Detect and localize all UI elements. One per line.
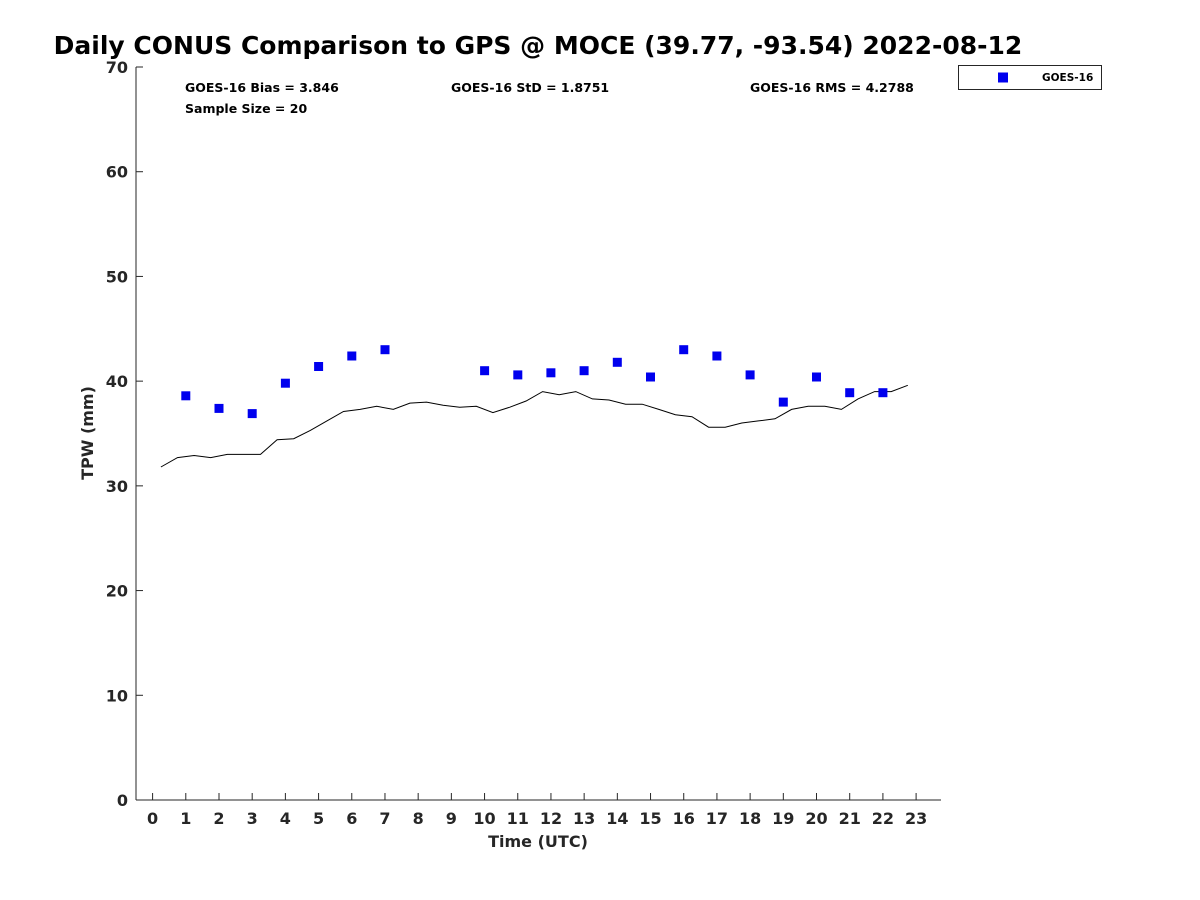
stats-annotations: GOES-16 Bias = 3.846 Sample Size = 20 GO…: [185, 80, 914, 116]
x-tick-label: 17: [706, 809, 728, 828]
goes16-point: [579, 366, 589, 376]
goes16-point: [247, 409, 257, 419]
x-tick-label: 10: [473, 809, 495, 828]
x-tick-label: 3: [247, 809, 258, 828]
x-tick-label: 22: [872, 809, 894, 828]
x-tick-label: 21: [839, 809, 861, 828]
x-tick-label: 6: [346, 809, 357, 828]
goes16-point: [612, 357, 622, 367]
goes16-point: [778, 397, 788, 407]
goes16-point: [878, 388, 888, 398]
goes16-point: [480, 366, 490, 376]
x-tick-label: 12: [540, 809, 562, 828]
goes16-point: [380, 345, 390, 355]
y-axis-label: TPW (mm): [78, 386, 97, 480]
x-tick-label: 4: [280, 809, 291, 828]
x-tick-label: 20: [805, 809, 827, 828]
y-tick-label: 20: [106, 582, 128, 601]
gps-line: [160, 384, 908, 468]
x-tick-label: 5: [313, 809, 324, 828]
y-tick-label: 0: [117, 791, 128, 810]
y-tick-label: 10: [106, 686, 128, 705]
goes16-point: [745, 370, 755, 380]
x-ticks: 0 1 2 3 4 5 6 7 8 9 10 11 12 13 14 15 16 17 18 19 20 21 22 23: [147, 793, 927, 828]
x-tick-label: 15: [639, 809, 661, 828]
goes16-point: [347, 351, 357, 361]
goes16-point: [513, 370, 523, 380]
y-ticks: 0 10 20 30 40 50 60 70: [106, 58, 143, 810]
stat-std: GOES-16 StD = 1.8751: [451, 80, 609, 95]
series-layer: [160, 345, 908, 468]
legend-box: [958, 65, 1102, 90]
y-tick-label: 30: [106, 477, 128, 496]
stat-sample-size: Sample Size = 20: [185, 101, 307, 116]
goes16-point: [181, 391, 191, 401]
goes16-point: [845, 388, 855, 398]
goes16-point: [546, 368, 556, 378]
x-tick-label: 7: [379, 809, 390, 828]
goes16-point: [280, 378, 290, 388]
x-tick-label: 16: [673, 809, 695, 828]
x-tick-label: 1: [180, 809, 191, 828]
legend-label-goes16: GOES-16: [1042, 72, 1093, 84]
legend: GOES-16: [958, 65, 1102, 90]
x-tick-label: 11: [507, 809, 529, 828]
y-tick-label: 40: [106, 372, 128, 391]
goes16-point: [214, 403, 224, 413]
x-tick-label: 0: [147, 809, 158, 828]
y-tick-label: 60: [106, 163, 128, 182]
x-tick-label: 19: [772, 809, 794, 828]
goes16-point: [812, 372, 821, 382]
x-tick-label: 23: [905, 809, 927, 828]
x-tick-label: 13: [573, 809, 595, 828]
goes16-point: [314, 362, 324, 371]
stat-bias: GOES-16 Bias = 3.846: [185, 80, 339, 95]
stat-rms: GOES-16 RMS = 4.2788: [750, 80, 914, 95]
x-tick-label: 18: [739, 809, 761, 828]
goes16-point: [712, 351, 722, 361]
goes16-point: [679, 345, 689, 355]
y-tick-label: 50: [106, 267, 128, 286]
chart-title: Daily CONUS Comparison to GPS @ MOCE (39…: [54, 31, 1023, 60]
legend-marker-square: [998, 72, 1008, 83]
x-tick-label: 9: [446, 809, 457, 828]
x-axis-label: Time (UTC): [488, 832, 588, 851]
goes16-point: [646, 372, 655, 382]
x-tick-label: 14: [606, 809, 628, 828]
x-tick-label: 8: [413, 809, 424, 828]
x-tick-label: 2: [213, 809, 224, 828]
y-tick-label: 70: [106, 58, 128, 77]
